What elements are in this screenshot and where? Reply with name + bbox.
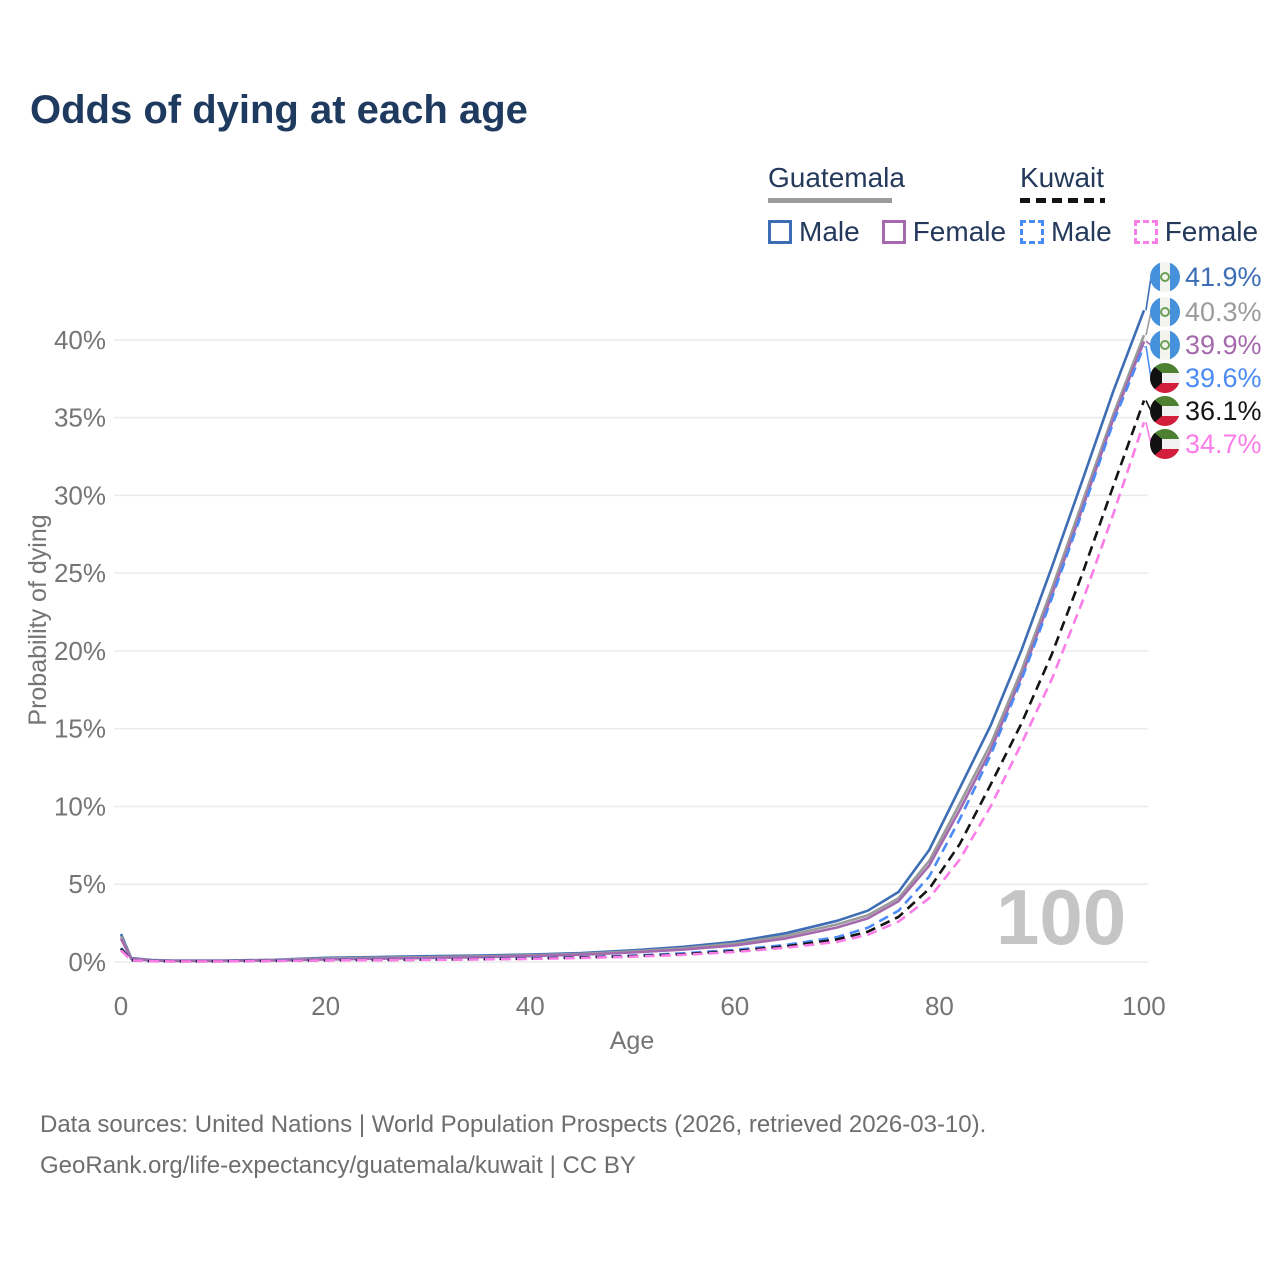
end-label-kw-all: 36.1% bbox=[1150, 395, 1262, 427]
legend-country-kuwait: Kuwait bbox=[1020, 162, 1105, 193]
x-tick-label: 40 bbox=[516, 991, 545, 1021]
kuwait-flag-icon bbox=[1150, 363, 1180, 393]
line-gt-male[interactable] bbox=[119, 309, 1146, 962]
legend-item-guatemala-female[interactable]: Female bbox=[881, 216, 1007, 248]
y-tick-label: 5% bbox=[68, 869, 106, 899]
y-tick-label: 10% bbox=[54, 791, 106, 821]
end-value-label: 39.6% bbox=[1185, 362, 1262, 393]
page-title: Odds of dying at each age bbox=[30, 88, 528, 132]
footer-data-sources: Data sources: United Nations | World Pop… bbox=[40, 1111, 987, 1138]
guatemala-linestyle-swatch bbox=[768, 198, 892, 203]
y-axis-title: Probability of dying bbox=[24, 514, 52, 725]
guatemala-female-label[interactable]: Female bbox=[912, 216, 1007, 247]
legend-item-kuwait-female[interactable]: Female bbox=[1133, 216, 1259, 248]
line-gt-all[interactable] bbox=[119, 334, 1146, 963]
y-tick-label: 35% bbox=[54, 403, 106, 433]
x-tick-label: 80 bbox=[925, 991, 954, 1021]
guatemala-male-label[interactable]: Male bbox=[799, 216, 860, 247]
guatemala-female-checkbox[interactable] bbox=[881, 220, 906, 244]
y-tick-label: 25% bbox=[54, 558, 106, 588]
end-label-gt-all: 40.3% bbox=[1150, 296, 1262, 328]
guatemala-flag-icon bbox=[1150, 262, 1180, 292]
end-value-label: 34.7% bbox=[1185, 428, 1262, 459]
end-label-gt-male: 41.9% bbox=[1150, 261, 1262, 293]
guatemala-flag-icon bbox=[1150, 297, 1180, 327]
legend-group-guatemala: Guatemala Male Female bbox=[768, 162, 1028, 248]
y-tick-label: 40% bbox=[54, 325, 106, 355]
kuwait-flag-icon bbox=[1150, 396, 1180, 426]
guatemala-flag-icon bbox=[1150, 330, 1180, 360]
line-gt-female[interactable] bbox=[119, 340, 1146, 963]
legend-item-guatemala-male[interactable]: Male bbox=[768, 216, 860, 248]
end-value-label: 41.9% bbox=[1185, 261, 1262, 292]
x-axis-title: Age bbox=[610, 1027, 654, 1055]
end-label-kw-female: 34.7% bbox=[1150, 428, 1262, 460]
end-label-gt-female: 39.9% bbox=[1150, 329, 1262, 361]
end-value-label: 36.1% bbox=[1185, 395, 1262, 426]
line-kw-female[interactable] bbox=[120, 421, 1146, 963]
y-tick-label: 0% bbox=[68, 947, 106, 977]
kuwait-flag-icon bbox=[1150, 429, 1180, 459]
footer: Data sources: United Nations | World Pop… bbox=[40, 1104, 986, 1186]
x-tick-label: 0 bbox=[114, 991, 128, 1021]
kuwait-male-label[interactable]: Male bbox=[1051, 216, 1112, 247]
end-value-label: 40.3% bbox=[1185, 296, 1262, 327]
kuwait-female-label[interactable]: Female bbox=[1164, 216, 1259, 247]
y-tick-label: 20% bbox=[54, 636, 106, 666]
guatemala-male-checkbox[interactable] bbox=[768, 220, 792, 244]
kuwait-male-checkbox[interactable] bbox=[1020, 220, 1044, 244]
line-kw-all[interactable] bbox=[120, 400, 1146, 963]
kuwait-female-checkbox[interactable] bbox=[1133, 220, 1158, 244]
x-tick-label: 60 bbox=[720, 991, 749, 1021]
legend-group-kuwait: Kuwait Male Female bbox=[1020, 162, 1280, 248]
y-tick-label: 15% bbox=[54, 714, 106, 744]
end-label-kw-male: 39.6% bbox=[1150, 362, 1262, 394]
end-value-label: 39.9% bbox=[1185, 329, 1262, 360]
x-tick-label: 20 bbox=[311, 991, 340, 1021]
x-tick-label: 100 bbox=[1122, 991, 1165, 1021]
kuwait-linestyle-swatch bbox=[1020, 198, 1105, 203]
y-tick-label: 30% bbox=[54, 480, 106, 510]
legend-item-kuwait-male[interactable]: Male bbox=[1020, 216, 1112, 248]
line-kw-male[interactable] bbox=[120, 345, 1146, 963]
footer-attribution: GeoRank.org/life-expectancy/guatemala/ku… bbox=[40, 1152, 636, 1179]
legend-country-guatemala: Guatemala bbox=[768, 162, 905, 193]
chart-watermark: 100 bbox=[996, 873, 1126, 961]
